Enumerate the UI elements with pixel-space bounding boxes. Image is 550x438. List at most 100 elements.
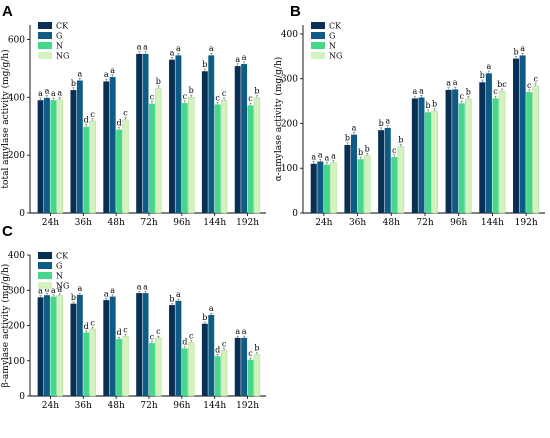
y-axis-label: β-amylase activity (mg/g/h)	[0, 264, 11, 388]
x-tick-label: 24h	[315, 218, 332, 228]
significance-label: a	[38, 89, 43, 98]
legend-label-n: N	[56, 42, 63, 51]
significance-label: c	[189, 332, 194, 341]
x-tick-label: 96h	[173, 218, 190, 228]
legend-swatch-ng	[38, 52, 52, 59]
bar-ck	[37, 100, 44, 213]
bar-g	[142, 293, 149, 396]
bar-n	[181, 103, 188, 213]
bar-ng	[155, 87, 162, 214]
bar-ng	[56, 295, 63, 397]
significance-label: a	[57, 285, 62, 294]
x-tick-label: 192h	[515, 218, 538, 228]
significance-label: c	[392, 146, 397, 155]
significance-label: a	[412, 87, 417, 96]
significance-label: c	[123, 325, 128, 334]
y-tick-label: 0	[19, 209, 25, 219]
bar-g	[208, 314, 215, 396]
bar-g	[44, 295, 50, 396]
bar-n	[149, 343, 155, 396]
bar-g	[208, 55, 215, 213]
bar-ng	[431, 110, 438, 214]
legend-swatch-ck	[38, 252, 52, 259]
y-axis-label: total amylase activity (mg/g/h)	[0, 49, 11, 188]
bar-n	[357, 159, 364, 213]
bar-g	[418, 97, 425, 213]
bar-ck	[103, 81, 110, 214]
panel-letter: A	[2, 3, 13, 20]
y-tick-label: 400	[281, 30, 298, 40]
bar-ng	[363, 155, 371, 214]
significance-label: c	[222, 89, 227, 98]
bar-ng	[253, 354, 261, 397]
legend-label-ng: NG	[56, 52, 69, 61]
panel-letter: B	[290, 3, 301, 20]
significance-label: b	[379, 119, 384, 128]
significance-label: c	[156, 327, 161, 336]
bar-ck	[310, 163, 317, 213]
x-tick-label: 48h	[383, 218, 400, 228]
bar-ng	[89, 328, 96, 397]
bar-g	[241, 337, 248, 396]
x-tick-label: 192h	[236, 218, 259, 228]
significance-label: a	[487, 62, 492, 71]
bar-ck	[136, 53, 143, 213]
x-tick-label: 36h	[75, 218, 92, 228]
bar-n	[116, 129, 123, 213]
x-tick-label: 72h	[140, 401, 157, 411]
significance-label: a	[318, 150, 323, 159]
x-tick-label: 36h	[349, 218, 366, 228]
legend-label-g: G	[329, 32, 335, 41]
bar-ck	[70, 90, 77, 213]
bar-n	[526, 92, 533, 213]
significance-label: c	[248, 349, 253, 358]
bar-ck	[37, 297, 44, 396]
significance-label: b	[345, 134, 350, 143]
significance-label: a	[38, 287, 43, 296]
bar-ck	[234, 337, 241, 396]
panel-c: C 0 100 200 300 400 β-amylase activity (mg/g/h…	[0, 223, 266, 411]
bar-g	[109, 77, 116, 213]
bar-ck	[201, 71, 208, 214]
bar-n	[50, 100, 57, 213]
significance-label: b	[480, 71, 485, 80]
x-tick-label: 96h	[450, 218, 467, 228]
significance-label: a	[176, 44, 181, 53]
significance-label: a	[110, 286, 115, 295]
y-tick-label: 0	[292, 209, 298, 219]
significance-label: c	[534, 75, 539, 84]
legend-label-g: G	[56, 32, 62, 41]
significance-label: a	[170, 48, 175, 57]
significance-label: b	[254, 344, 259, 353]
bar-ng	[122, 119, 129, 214]
bar-ng	[330, 162, 337, 214]
y-tick-label: 200	[8, 322, 25, 332]
bar-n	[492, 98, 499, 213]
bar-n	[247, 105, 254, 213]
significance-label: a	[51, 89, 56, 98]
bar-ng	[56, 99, 63, 214]
significance-label: d	[117, 118, 122, 127]
significance-label: a	[77, 69, 82, 78]
significance-label: a	[51, 286, 56, 295]
panel-a: A 0 200 400 600 total amylase activity (mg/g/…	[0, 3, 266, 228]
bar-n	[247, 359, 254, 396]
significance-label: c	[90, 110, 95, 119]
significance-label: a	[143, 282, 148, 291]
significance-label: b	[254, 87, 259, 96]
significance-label: a	[235, 55, 240, 64]
significance-label: a	[453, 78, 458, 87]
bar-g	[76, 80, 83, 213]
bar-ck	[169, 59, 175, 214]
significance-label: a	[242, 327, 247, 336]
x-tick-label: 24h	[42, 218, 59, 228]
bar-g	[350, 134, 358, 213]
significance-label: b	[358, 148, 363, 157]
significance-label: a	[209, 304, 214, 313]
bar-g	[519, 55, 526, 213]
y-tick-label: 300	[8, 286, 25, 296]
x-tick-label: 72h	[140, 218, 157, 228]
significance-label: c	[460, 92, 465, 101]
bar-ng	[155, 337, 162, 397]
x-tick-label: 144h	[203, 218, 226, 228]
